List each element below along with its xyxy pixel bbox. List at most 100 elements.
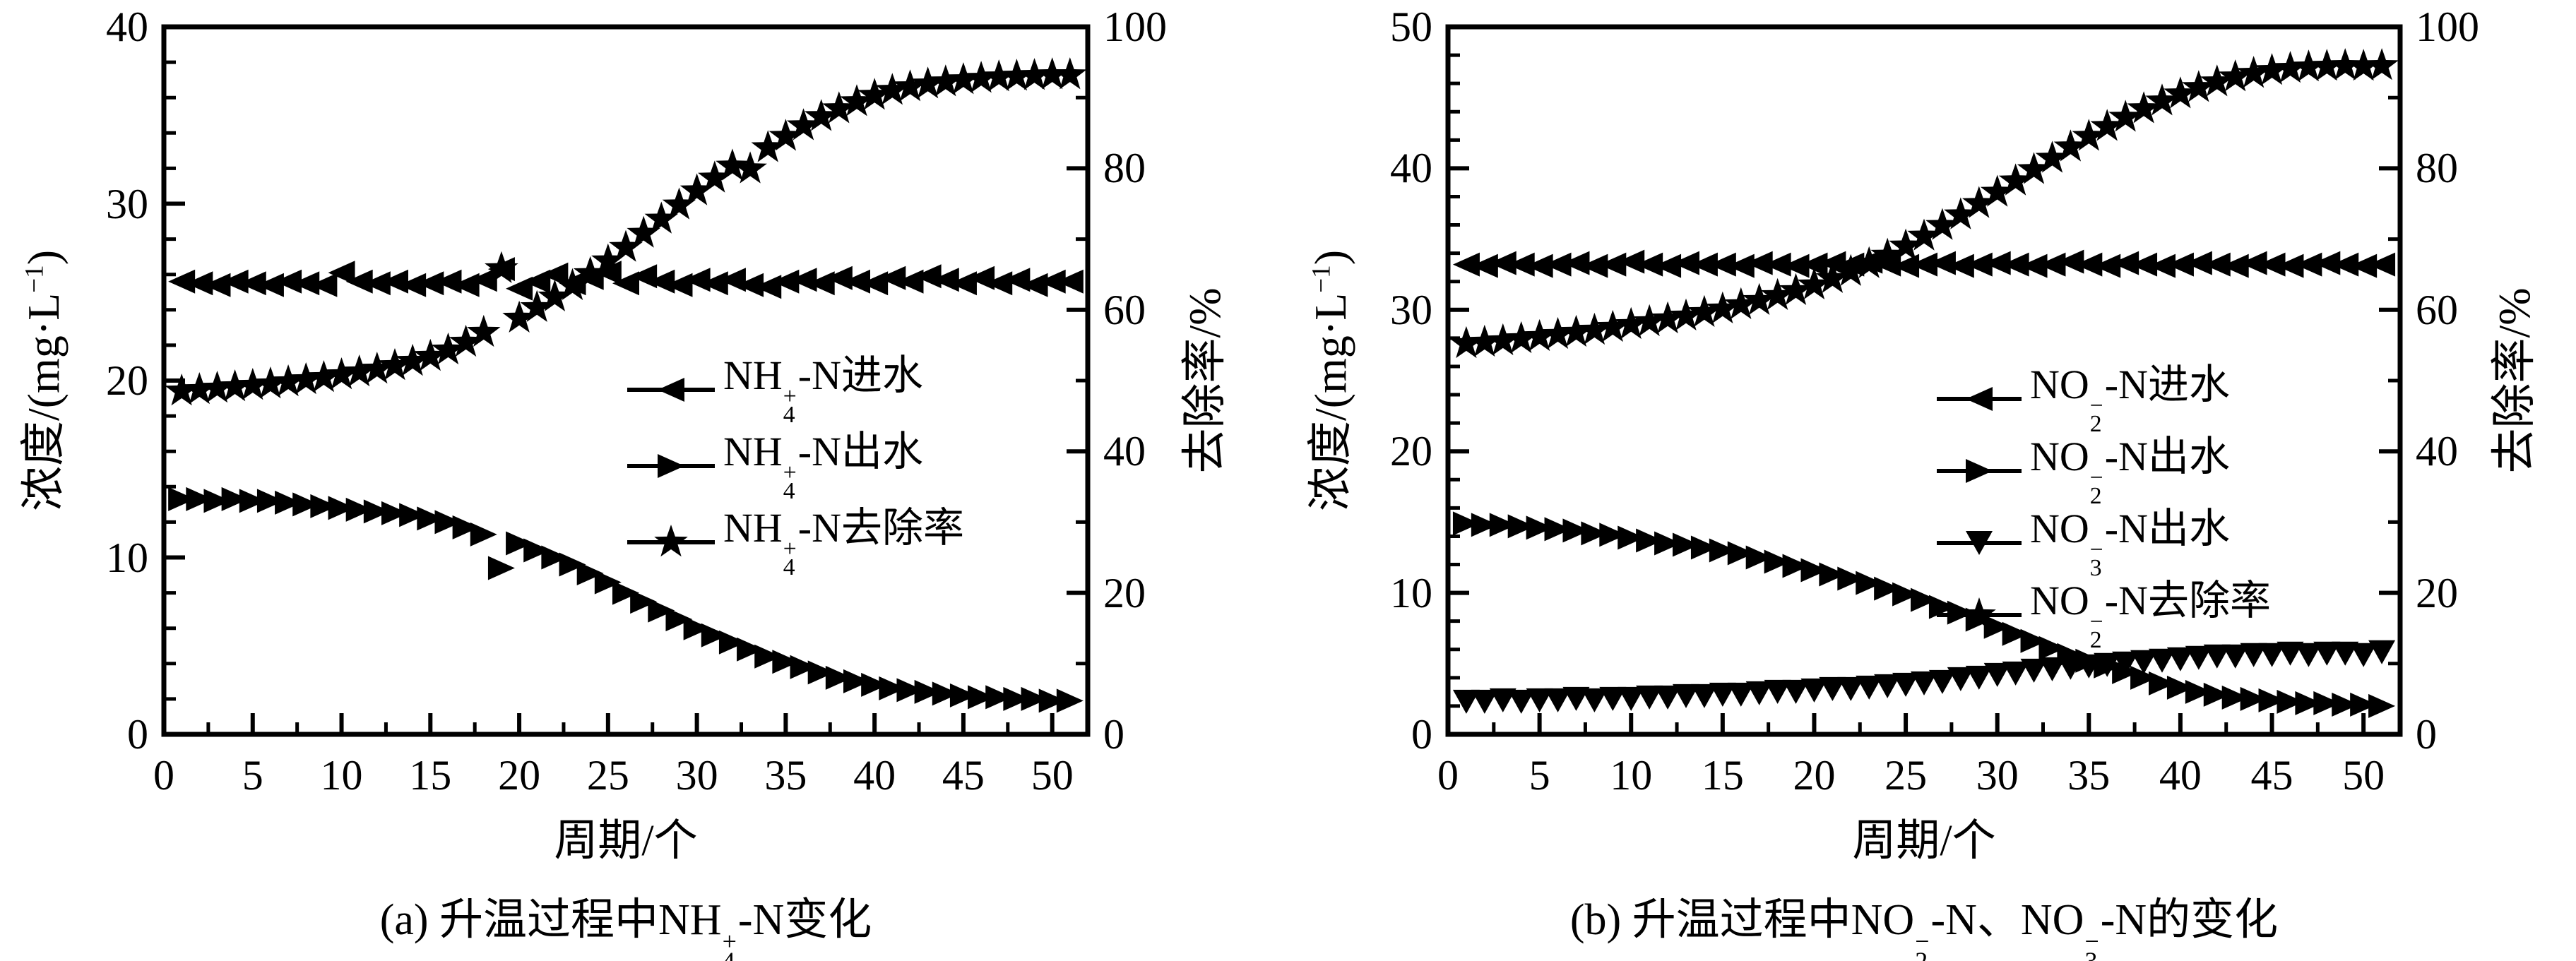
data-point [1819, 676, 1846, 701]
b-y-left-tick-30: 30 [1390, 286, 1432, 333]
data-point [2164, 76, 2197, 109]
data-point [1614, 306, 1648, 340]
data-point [1782, 554, 1810, 578]
data-point [2258, 643, 2286, 667]
data-point [2020, 658, 2048, 683]
data-point [2166, 675, 2194, 700]
series-NH4-N-influent [168, 257, 1084, 301]
data-point [754, 644, 782, 669]
data-point [2332, 641, 2359, 666]
data-point [2075, 252, 2103, 277]
data-point [345, 497, 373, 522]
data-point [221, 487, 249, 511]
data-point [2130, 665, 2158, 690]
data-point [431, 332, 465, 365]
data-point [2020, 628, 2048, 653]
b-x-tick-25: 25 [1884, 752, 1928, 799]
data-point [2038, 657, 2066, 681]
data-point [1928, 251, 1956, 275]
data-point [1928, 595, 1956, 619]
data-point [1760, 277, 1795, 310]
data-point [2295, 252, 2322, 277]
data-point [470, 268, 497, 292]
data-point [1779, 273, 1813, 305]
data-point [946, 62, 980, 95]
data-point [186, 271, 213, 296]
data-point [541, 545, 569, 570]
data-point [1764, 549, 1791, 574]
data-point [1837, 566, 1865, 591]
b-y-left-tick-10: 10 [1390, 569, 1432, 616]
chem-sub-sup: −3 [2084, 927, 2099, 961]
data-point [485, 251, 518, 283]
data-point [843, 269, 870, 294]
data-point [218, 369, 252, 402]
data-point [1504, 321, 1538, 354]
data-point [236, 368, 270, 400]
data-point [857, 78, 891, 110]
data-point [2295, 691, 2322, 715]
a-y-right-tick-20: 20 [1103, 569, 1146, 616]
data-point [1507, 252, 1535, 277]
data-point [1944, 197, 1978, 229]
data-point [644, 201, 679, 234]
chart-panel-a [161, 24, 1091, 737]
data-point [2258, 252, 2286, 277]
data-point [363, 499, 391, 524]
a-y-left-tick-30: 30 [106, 180, 148, 227]
data-point [1852, 246, 1886, 278]
data-point [1636, 252, 1663, 277]
data-point [2185, 645, 2212, 670]
b-y-left-axis-title: 浓度/(mg·L−1) [1305, 249, 1355, 512]
legend-label-b-3: NO −2 -N去除率 [2030, 577, 2271, 653]
data-point [2310, 49, 2344, 81]
chem-sub-sup: −2 [2089, 392, 2103, 437]
data-point [985, 685, 1013, 710]
data-point [949, 683, 977, 708]
data-point [2332, 252, 2359, 277]
b-y-left-tick-40: 40 [1390, 145, 1432, 192]
data-point [1541, 316, 1575, 350]
data-point [1782, 679, 1810, 704]
series-NO2-N-effluent [1452, 511, 2396, 718]
b-caption: (b) 升温过程中NO−2-N、NO−3-N的变化 [1570, 898, 2278, 961]
series-NO2-N-influent [1452, 249, 2396, 278]
data-point [861, 672, 889, 697]
data-point [342, 354, 376, 387]
legend-label-b-2: NO −3 -N出水 [2030, 505, 2230, 581]
b-x-tick-45: 45 [2250, 752, 2293, 799]
data-point [1856, 675, 1883, 700]
data-point [1782, 253, 1810, 278]
b-y-right-tick-0: 0 [2416, 711, 2437, 758]
data-point [2328, 48, 2362, 80]
data-point [2090, 109, 2124, 141]
data-point [2240, 686, 2267, 711]
series-NH4-N-effluent [168, 487, 1084, 713]
a-y-left-tick-0: 0 [127, 711, 148, 758]
data-point [840, 84, 874, 117]
data-point [2313, 641, 2341, 666]
a-y-right-tick-60: 60 [1103, 286, 1146, 333]
data-point [701, 623, 728, 647]
data-point [2240, 251, 2267, 275]
data-point [2277, 689, 2304, 714]
data-point [1687, 294, 1721, 327]
data-point [449, 324, 483, 357]
data-point [310, 273, 338, 297]
data-point [982, 59, 1016, 92]
data-point [1980, 174, 2014, 207]
data-point [168, 487, 196, 511]
data-point [1562, 518, 1590, 543]
data-point [1489, 251, 1516, 275]
data-point [1983, 614, 2011, 639]
data-point [1706, 291, 1740, 323]
a-y-right-tick-40: 40 [1103, 428, 1146, 475]
legend-marker-star [654, 525, 688, 557]
data-point [1965, 665, 1993, 690]
data-point [239, 489, 266, 513]
data-point [2127, 91, 2161, 124]
data-point [2053, 129, 2088, 162]
data-point [1636, 685, 1663, 710]
data-point [1056, 269, 1084, 294]
legend-label-a-0: NH +4 -N进水 [723, 352, 923, 428]
